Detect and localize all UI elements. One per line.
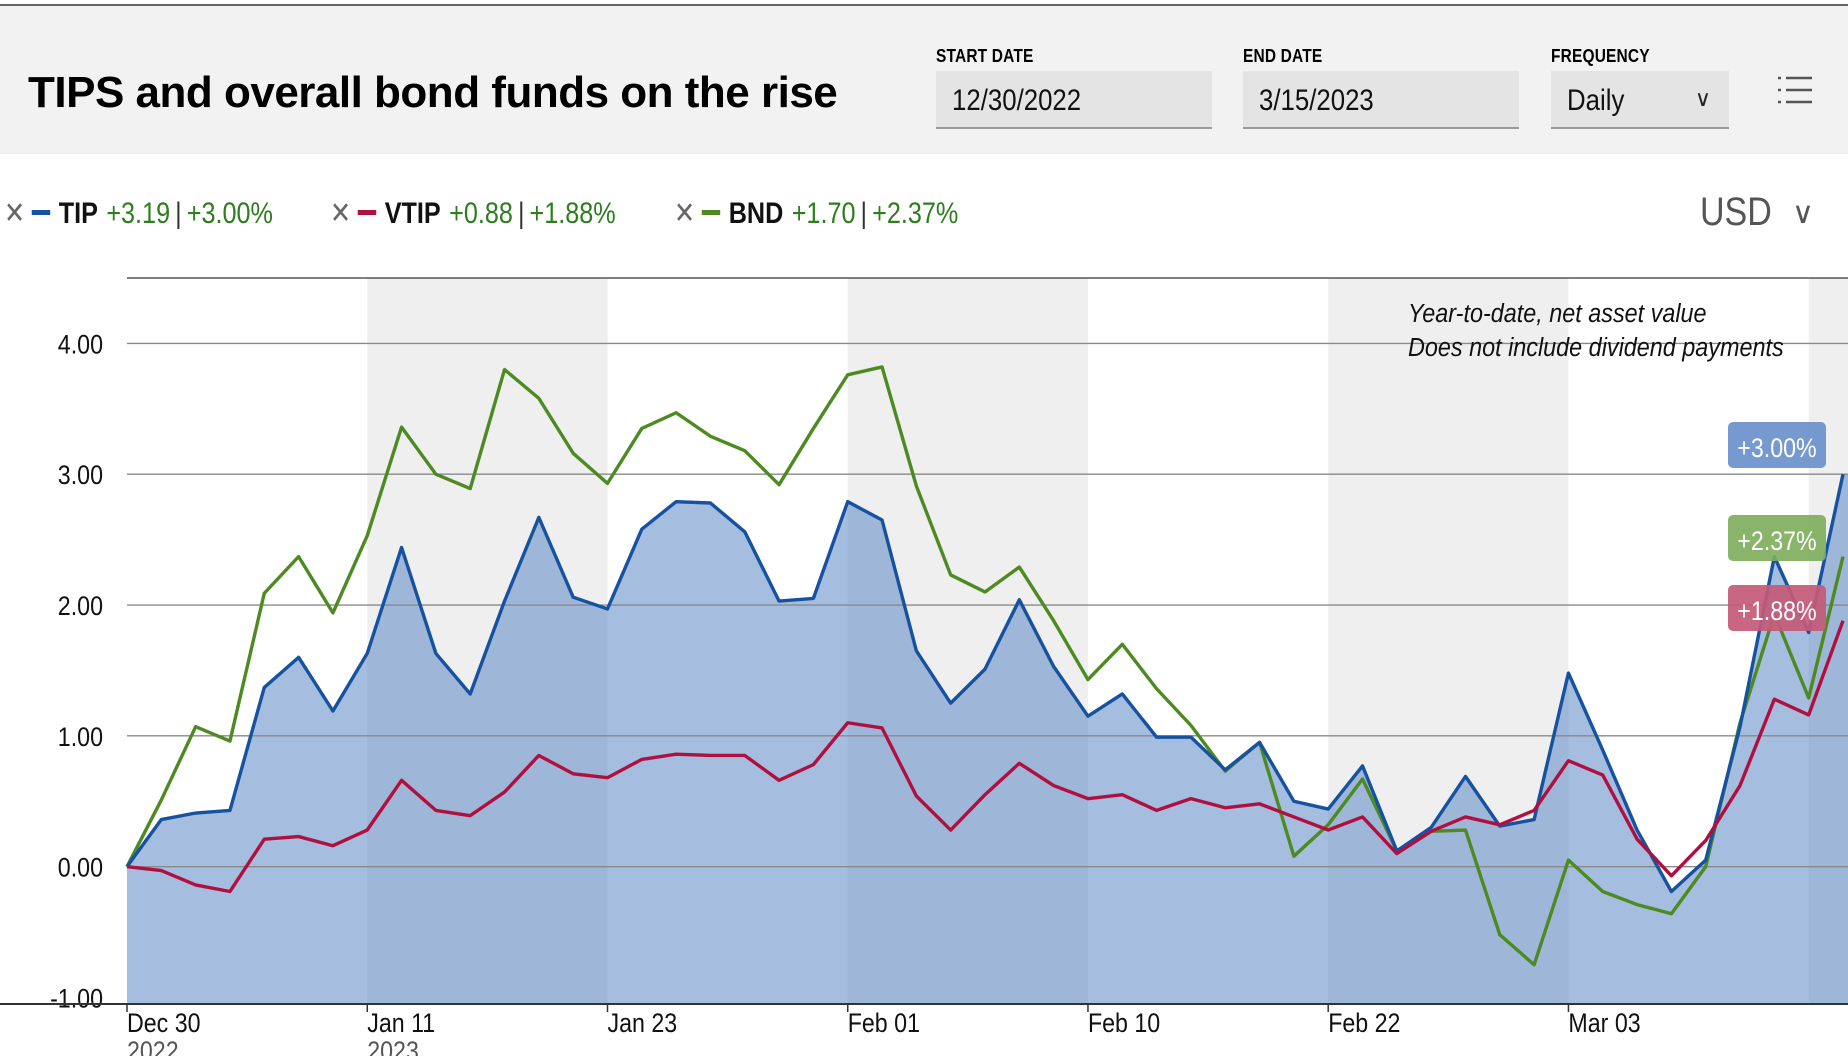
chevron-down-icon[interactable]: ∨ bbox=[1792, 197, 1814, 230]
tip-area bbox=[127, 474, 1848, 1005]
x-tick-year: 2022 bbox=[127, 1036, 179, 1056]
list-menu-icon[interactable] bbox=[1776, 74, 1814, 106]
remove-series-icon[interactable]: ✕ bbox=[330, 197, 352, 230]
legend-item-vtip: ✕ VTIP +0.88 | +1.88% bbox=[330, 196, 616, 244]
remove-series-icon[interactable]: ✕ bbox=[674, 197, 696, 230]
end-label-badge bbox=[1728, 515, 1826, 561]
y-tick-label: 3.00 bbox=[58, 461, 103, 491]
y-tick-label: 4.00 bbox=[58, 330, 103, 360]
legend-change: +3.19 bbox=[106, 197, 171, 230]
frequency-select[interactable]: Daily ∨ bbox=[1551, 71, 1729, 129]
end-date-value: 3/15/2023 bbox=[1259, 84, 1374, 117]
x-tick-year: 2023 bbox=[367, 1036, 419, 1056]
series-line-vtip bbox=[126, 620, 1845, 894]
end-label-vtip: +1.88% bbox=[1737, 596, 1816, 626]
x-tick-label: Mar 03 bbox=[1568, 1008, 1640, 1038]
legend-pct: +1.88% bbox=[529, 197, 616, 230]
series-line-tip bbox=[125, 473, 1845, 894]
legend-name: TIP bbox=[58, 197, 98, 230]
legend-pct: +3.00% bbox=[186, 197, 273, 230]
legend-item-bnd: ✕ BND +1.70 | +2.37% bbox=[674, 196, 958, 244]
legend-swatch bbox=[31, 209, 51, 215]
x-tick-label: Feb 01 bbox=[848, 1008, 920, 1038]
header-bar: TIPS and overall bond funds on the rise … bbox=[0, 6, 1848, 154]
legend-swatch bbox=[701, 209, 721, 215]
end-label-bnd: +2.37% bbox=[1737, 526, 1816, 556]
end-date-label: END DATE bbox=[1243, 46, 1323, 66]
y-tick-label: 0.00 bbox=[58, 853, 103, 883]
legend: ✕ TIP +3.19 | +3.00% ✕ VTIP +0.88 | +1.88% ✕ BND +… bbox=[0, 196, 1848, 244]
x-tick-label: Feb 22 bbox=[1328, 1008, 1400, 1038]
legend-pct: +2.37% bbox=[872, 197, 959, 230]
top-rule bbox=[0, 4, 1848, 6]
remove-series-icon[interactable]: ✕ bbox=[4, 197, 26, 230]
end-date-field[interactable]: 3/15/2023 bbox=[1243, 71, 1519, 129]
legend-separator: | bbox=[175, 197, 182, 230]
end-label-badge bbox=[1728, 585, 1826, 631]
legend-name: BND bbox=[728, 197, 784, 230]
legend-change: +0.88 bbox=[449, 197, 513, 230]
legend-item-tip: ✕ TIP +3.19 | +3.00% bbox=[4, 196, 273, 244]
start-date-value: 12/30/2022 bbox=[952, 84, 1082, 117]
end-label-badge bbox=[1728, 422, 1826, 468]
chart-annotation: Year-to-date, net asset value bbox=[1408, 300, 1707, 328]
chevron-down-icon: ∨ bbox=[1694, 86, 1711, 111]
series-line-bnd bbox=[125, 365, 1845, 967]
chart-annotation: Does not include dividend payments bbox=[1408, 334, 1784, 362]
page-title: TIPS and overall bond funds on the rise bbox=[28, 68, 838, 117]
x-tick-label: Jan 11 bbox=[367, 1008, 435, 1038]
legend-separator: | bbox=[517, 197, 525, 230]
frequency-value: Daily bbox=[1567, 84, 1625, 117]
currency-select[interactable]: USD bbox=[1700, 190, 1772, 234]
legend-swatch bbox=[357, 209, 377, 215]
legend-change: +1.70 bbox=[791, 197, 856, 230]
x-tick-label: Dec 30 bbox=[127, 1008, 201, 1038]
frequency-label: FREQUENCY bbox=[1551, 46, 1650, 66]
legend-separator: | bbox=[860, 197, 868, 230]
start-date-field[interactable]: 12/30/2022 bbox=[936, 71, 1212, 129]
y-tick-label: 2.00 bbox=[58, 591, 103, 621]
y-tick-label: -1.00 bbox=[50, 984, 103, 1014]
legend-name: VTIP bbox=[384, 197, 441, 230]
end-label-tip: +3.00% bbox=[1737, 433, 1816, 463]
y-tick-label: 1.00 bbox=[58, 722, 103, 752]
start-date-label: START DATE bbox=[936, 46, 1034, 66]
x-tick-label: Jan 23 bbox=[607, 1008, 677, 1038]
x-tick-label: Feb 10 bbox=[1088, 1008, 1160, 1038]
